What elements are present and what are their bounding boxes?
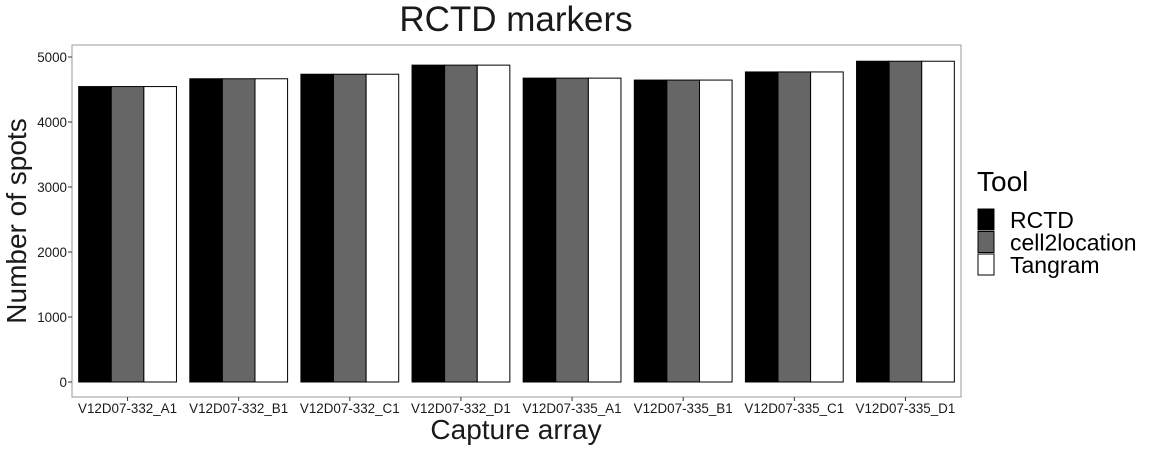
chart-title: RCTD markers — [399, 0, 632, 39]
bar-cell2location-6 — [666, 79, 700, 383]
x-tick-label: V12D07-332_D1 — [411, 401, 511, 416]
y-tick-label: 3000 — [37, 180, 67, 195]
legend-label-tangram: Tangram — [1010, 252, 1099, 278]
bar-tangram-4 — [476, 64, 511, 383]
bar-tangram-1 — [143, 86, 177, 383]
x-axis-label: Capture array — [430, 414, 601, 445]
bar-tangram-7 — [810, 71, 844, 383]
bar-rctd-8 — [856, 60, 890, 383]
legend-key-tangram — [977, 253, 995, 276]
bar-cell2location-2 — [221, 78, 256, 383]
y-axis-label: Number of spots — [1, 118, 32, 323]
y-axis: 0 1000 2000 3000 4000 5000 — [37, 50, 72, 390]
bar-cell2location-8 — [888, 60, 923, 383]
bar-tangram-8 — [921, 60, 955, 383]
x-tick-label: V12D07-332_B1 — [189, 401, 288, 416]
bar-rctd-3 — [300, 73, 335, 383]
bar-rctd-4 — [411, 64, 446, 383]
bars-group — [78, 60, 955, 383]
legend-key-cell2location — [977, 231, 995, 253]
bar-cell2location-7 — [777, 71, 812, 383]
bar-tangram-2 — [254, 78, 289, 383]
bar-rctd-5 — [522, 77, 557, 383]
x-axis: V12D07-332_A1 V12D07-332_B1 V12D07-332_C1 V… — [78, 397, 955, 416]
y-tick-label: 1000 — [37, 310, 67, 325]
bar-rctd-2 — [189, 78, 223, 383]
bar-rctd-1 — [78, 86, 112, 383]
bar-cell2location-3 — [333, 73, 367, 383]
bar-cell2location-1 — [110, 86, 145, 383]
y-tick-label: 5000 — [37, 50, 67, 65]
x-tick-label: V12D07-335_B1 — [634, 401, 733, 416]
bar-tangram-5 — [587, 77, 622, 383]
x-tick-label: V12D07-335_A1 — [523, 401, 622, 416]
y-tick-label: 4000 — [37, 115, 67, 130]
y-tick-label: 2000 — [37, 245, 67, 260]
bar-rctd-6 — [633, 79, 668, 383]
x-tick-label: V12D07-332_C1 — [300, 401, 400, 416]
x-tick-label: V12D07-335_D1 — [856, 401, 956, 416]
bar-cell2location-5 — [555, 77, 589, 383]
x-tick-label: V12D07-332_A1 — [78, 401, 177, 416]
x-tick-label: V12D07-335_C1 — [744, 401, 844, 416]
bar-rctd-7 — [744, 71, 779, 383]
legend-label-cell2location: cell2location — [1010, 230, 1137, 256]
legend-key-rctd — [977, 208, 995, 231]
bar-cell2location-4 — [444, 64, 478, 383]
bar-tangram-3 — [365, 73, 400, 383]
legend-label-rctd: RCTD — [1010, 207, 1074, 233]
legend-title: Tool — [977, 166, 1028, 197]
y-tick-label: 0 — [60, 375, 67, 390]
bar-tangram-6 — [698, 79, 733, 383]
